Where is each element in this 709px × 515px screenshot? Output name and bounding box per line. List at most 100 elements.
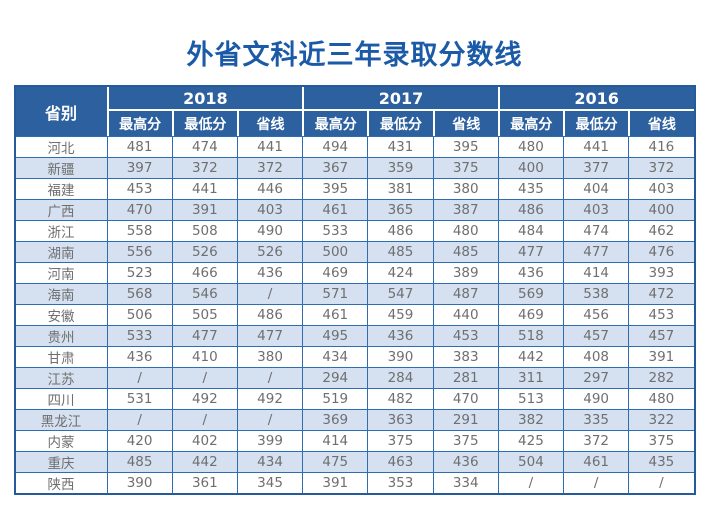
score-cell: 369 bbox=[302, 409, 368, 430]
score-cell: 477 bbox=[497, 241, 564, 262]
province-cell: 陕西 bbox=[15, 472, 107, 493]
year-header-row: 省别 2018 2017 2016 bbox=[15, 87, 694, 136]
score-cell: 490 bbox=[236, 220, 303, 241]
province-cell: 四川 bbox=[15, 388, 107, 409]
province-cell: 江苏 bbox=[15, 367, 107, 388]
score-cell: 547 bbox=[367, 283, 433, 304]
score-cell: 505 bbox=[171, 304, 237, 325]
score-cell: 284 bbox=[367, 367, 433, 388]
score-cell: 291 bbox=[432, 409, 498, 430]
score-cell: 334 bbox=[432, 472, 498, 493]
score-cell: 297 bbox=[563, 367, 629, 388]
subheader-min-2018: 最低分 bbox=[171, 111, 237, 136]
score-cell: 531 bbox=[106, 388, 172, 409]
province-cell: 湖南 bbox=[15, 241, 107, 262]
score-cell: 442 bbox=[171, 451, 237, 472]
province-cell: 内蒙 bbox=[15, 430, 107, 451]
score-cell: 538 bbox=[563, 283, 629, 304]
score-cell: 523 bbox=[106, 262, 172, 283]
score-cell: 461 bbox=[302, 199, 368, 220]
score-cell: 456 bbox=[563, 304, 629, 325]
score-cell: 353 bbox=[367, 472, 433, 493]
table-row: 江苏 / / / 294 284 281 311 297 282 bbox=[15, 367, 694, 388]
province-cell: 甘肃 bbox=[15, 346, 107, 367]
score-cell: 477 bbox=[236, 325, 303, 346]
score-cell: 459 bbox=[367, 304, 433, 325]
table-row: 贵州 533 477 477 495 436 453 518 457 457 bbox=[15, 325, 694, 346]
score-cell: 387 bbox=[432, 199, 498, 220]
province-cell: 广西 bbox=[15, 199, 107, 220]
score-cell: 441 bbox=[563, 136, 629, 157]
score-cell: 475 bbox=[302, 451, 368, 472]
subheader-min-2017: 最低分 bbox=[367, 111, 433, 136]
score-cell: 367 bbox=[302, 157, 368, 178]
score-cell: 477 bbox=[171, 325, 237, 346]
score-cell: 434 bbox=[302, 346, 368, 367]
score-cell: 403 bbox=[563, 199, 629, 220]
score-cell: 484 bbox=[497, 220, 564, 241]
score-cell: 457 bbox=[563, 325, 629, 346]
score-cell: 391 bbox=[628, 346, 694, 367]
score-cell: 389 bbox=[432, 262, 498, 283]
score-cell: 472 bbox=[628, 283, 694, 304]
score-cell: / bbox=[171, 409, 237, 430]
score-cell: 436 bbox=[106, 346, 172, 367]
subheader-max-2016: 最高分 bbox=[497, 111, 564, 136]
score-cell: 372 bbox=[563, 430, 629, 451]
score-cell: 311 bbox=[497, 367, 564, 388]
score-cell: 513 bbox=[497, 388, 564, 409]
score-cell: 477 bbox=[563, 241, 629, 262]
score-cell: 441 bbox=[171, 178, 237, 199]
score-cell: 446 bbox=[236, 178, 303, 199]
score-cell: 486 bbox=[367, 220, 433, 241]
score-cell: / bbox=[497, 472, 564, 493]
score-cell: 393 bbox=[628, 262, 694, 283]
score-cell: 375 bbox=[367, 430, 433, 451]
score-cell: 377 bbox=[563, 157, 629, 178]
score-cell: 556 bbox=[106, 241, 172, 262]
score-cell: 504 bbox=[497, 451, 564, 472]
score-cell: 436 bbox=[432, 451, 498, 472]
table-row: 重庆 485 442 434 475 463 436 504 461 435 bbox=[15, 451, 694, 472]
score-cell: 469 bbox=[497, 304, 564, 325]
score-cell: 526 bbox=[171, 241, 237, 262]
score-cell: 410 bbox=[171, 346, 237, 367]
score-cell: 469 bbox=[302, 262, 368, 283]
table-row: 安徽 506 505 486 461 459 440 469 456 453 bbox=[15, 304, 694, 325]
table-row: 湖南 556 526 526 500 485 485 477 477 476 bbox=[15, 241, 694, 262]
score-cell: 382 bbox=[497, 409, 564, 430]
score-cell: 470 bbox=[106, 199, 172, 220]
subheader-max-2018: 最高分 bbox=[106, 111, 172, 136]
table-header: 省别 2018 2017 2016 最高分 最低分 省线 最高分 最低分 省线 … bbox=[15, 87, 694, 136]
score-cell: 365 bbox=[367, 199, 433, 220]
score-cell: 480 bbox=[628, 388, 694, 409]
score-cell: 494 bbox=[302, 136, 368, 157]
province-cell: 贵州 bbox=[15, 325, 107, 346]
score-cell: 361 bbox=[171, 472, 237, 493]
province-cell: 河北 bbox=[15, 136, 107, 157]
province-cell: 新疆 bbox=[15, 157, 107, 178]
score-cell: 403 bbox=[236, 199, 303, 220]
score-cell: 434 bbox=[236, 451, 303, 472]
score-cell: 486 bbox=[497, 199, 564, 220]
table-row: 陕西 390 361 345 391 353 334 / / / bbox=[15, 472, 694, 493]
table-row: 黑龙江 / / / 369 363 291 382 335 322 bbox=[15, 409, 694, 430]
score-cell: 533 bbox=[106, 325, 172, 346]
score-cell: 395 bbox=[432, 136, 498, 157]
table-row: 河南 523 466 436 469 424 389 436 414 393 bbox=[15, 262, 694, 283]
score-cell: 375 bbox=[628, 430, 694, 451]
score-cell: 397 bbox=[106, 157, 172, 178]
score-cell: 492 bbox=[171, 388, 237, 409]
score-cell: 372 bbox=[236, 157, 303, 178]
province-cell: 海南 bbox=[15, 283, 107, 304]
score-cell: 487 bbox=[432, 283, 498, 304]
score-cell: 436 bbox=[236, 262, 303, 283]
score-cell: 482 bbox=[367, 388, 433, 409]
score-cell: 508 bbox=[171, 220, 237, 241]
score-cell: 474 bbox=[563, 220, 629, 241]
score-cell: 399 bbox=[236, 430, 303, 451]
subheader-line-2018: 省线 bbox=[236, 111, 303, 136]
score-cell: 403 bbox=[628, 178, 694, 199]
score-cell: 463 bbox=[367, 451, 433, 472]
province-cell: 安徽 bbox=[15, 304, 107, 325]
